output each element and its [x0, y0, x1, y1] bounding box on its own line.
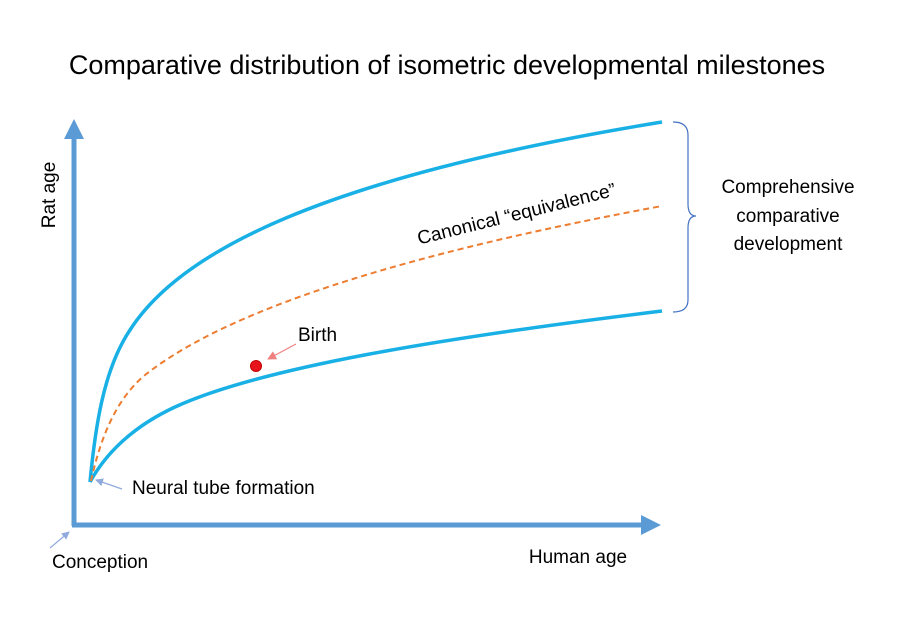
- x-axis-label: Human age: [529, 547, 627, 568]
- conception-arrow: [49, 531, 70, 549]
- upper-envelope-curve: [88, 120, 663, 483]
- canonical-label: Canonical “equivalence”: [415, 180, 618, 250]
- bracket-label-line-1: Comprehensive: [721, 177, 854, 198]
- neural-tube-arrow: [95, 478, 123, 490]
- birth-arrow: [267, 343, 297, 360]
- bracket-label-line-2: comparative: [736, 206, 840, 227]
- birth-label: Birth: [298, 325, 337, 346]
- conception-label: Conception: [52, 552, 148, 573]
- y-axis-label: Rat age: [39, 162, 60, 229]
- lower-envelope-curve: [88, 309, 663, 483]
- birth-point: [250, 360, 262, 372]
- range-bracket: [672, 121, 697, 313]
- canonical-equivalence-curve: [90, 205, 663, 482]
- neural-tube-label: Neural tube formation: [132, 478, 315, 499]
- bracket-label-line-3: development: [734, 234, 844, 255]
- diagram-title: Comparative distribution of isometric de…: [69, 50, 825, 80]
